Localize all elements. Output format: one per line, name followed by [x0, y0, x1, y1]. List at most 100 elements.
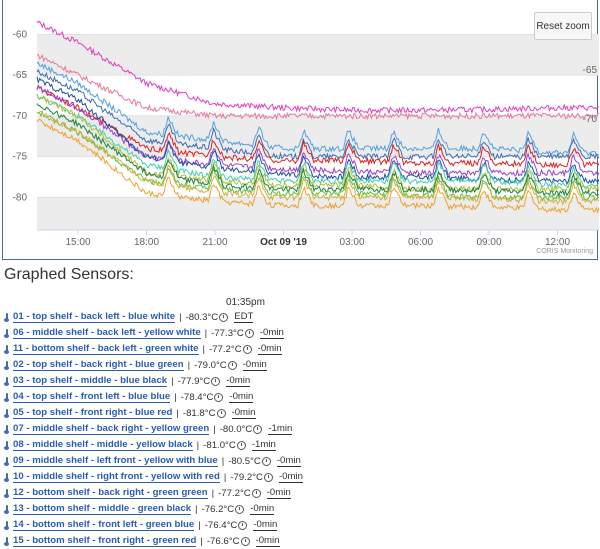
thermometer-icon — [4, 344, 9, 354]
sensor-value: -77.2°C — [218, 487, 251, 499]
sensor-row: 11 - bottom shelf - back left - green wh… — [4, 341, 600, 357]
x-tick-label: 21:00 — [202, 237, 227, 248]
separator: | — [176, 407, 179, 419]
separator: | — [200, 535, 203, 547]
sensor-age: -0min — [259, 327, 284, 339]
clock-icon — [251, 488, 261, 498]
series-line — [36, 94, 599, 194]
clock-icon — [216, 408, 226, 418]
thermometer-icon — [4, 376, 9, 386]
sensor-value: -81.8°C — [182, 407, 216, 419]
x-tick-label: 18:00 — [134, 237, 159, 248]
sensor-age: -0min — [278, 471, 303, 483]
sensor-value: -80.0°C — [219, 423, 253, 435]
clock-icon — [219, 312, 229, 322]
sensor-row: 09 - middle shelf - left front - yellow … — [4, 453, 600, 469]
x-tick-label: 03:00 — [339, 237, 364, 248]
sensor-age: EDT — [234, 311, 254, 323]
separator: | — [174, 391, 177, 403]
sensor-row: 04 - top shelf - front left - blue blue |… — [4, 389, 600, 405]
x-tick-label: Oct 09 '19 — [260, 237, 307, 248]
sensor-row: 13 - bottom shelf - middle - green black… — [4, 501, 600, 517]
y-tick-label: -75 — [13, 152, 28, 163]
sensor-age: -0min — [255, 535, 280, 547]
sensor-link[interactable]: 11 - bottom shelf - back left - green wh… — [13, 343, 199, 355]
clock-icon — [236, 440, 246, 450]
sensor-value: -78.4°C — [180, 391, 214, 403]
chart-credits[interactable]: CORIS Monitoring — [536, 248, 593, 255]
clock-icon — [244, 328, 254, 338]
sensor-link[interactable]: 12 - bottom shelf - back right - green g… — [13, 487, 208, 499]
separator: | — [223, 471, 227, 483]
sensor-link[interactable]: 04 - top shelf - front left - blue blue — [13, 391, 171, 403]
clock-icon — [253, 424, 263, 434]
sensor-row: 10 - middle shelf - right front - yellow… — [4, 469, 600, 485]
sensor-link[interactable]: 10 - middle shelf - right front - yellow… — [13, 471, 220, 483]
separator: | — [171, 375, 174, 387]
sensor-value: -76.2°C — [201, 503, 235, 515]
separator: | — [179, 311, 182, 323]
thermometer-icon — [4, 360, 9, 370]
sensor-row: 03 - top shelf - middle - blue black | -77… — [4, 373, 600, 389]
thermometer-icon — [4, 456, 9, 466]
sensor-value: -76.6°C — [206, 535, 240, 547]
sensor-row: 15 - bottom shelf - front right - green … — [4, 533, 600, 549]
separator: | — [195, 503, 198, 515]
separator: | — [221, 455, 225, 467]
sensor-value: -80.5°C — [228, 455, 261, 467]
x-tick-label: 06:00 — [408, 237, 433, 248]
x-tick-label: 15:00 — [65, 237, 90, 248]
thermometer-icon — [4, 440, 9, 450]
x-tick-label: 09:00 — [476, 237, 501, 248]
thermometer-icon — [4, 424, 9, 434]
sensor-value: -77.9°C — [177, 375, 211, 387]
series-line — [36, 20, 599, 115]
series-line — [36, 103, 599, 198]
sensor-age: -0min — [250, 503, 275, 515]
sensor-link[interactable]: 02 - top shelf - back right - blue green — [13, 359, 184, 371]
separator: | — [211, 487, 215, 499]
thermometer-icon — [4, 392, 9, 402]
separator: | — [196, 439, 200, 451]
sensor-link[interactable]: 01 - top shelf - back left - blue white — [13, 311, 176, 323]
graphed-sensors-heading: Graphed Sensors: — [4, 266, 134, 283]
thermometer-icon — [4, 520, 9, 530]
sensor-row: 06 - middle shelf - back left - yellow w… — [4, 325, 600, 341]
temperature-chart[interactable]: -60 -65 -70 -75 -80 -65 -70 15:00 18:00 21:00 Oct … — [2, 0, 599, 260]
sensor-link[interactable]: 14 - bottom shelf - front left - green b… — [13, 519, 195, 531]
series-line — [36, 84, 599, 170]
sensor-value: -77.2°C — [209, 343, 242, 355]
chart-svg[interactable]: -60 -65 -70 -75 -80 -65 -70 15:00 18:00 21:00 Oct … — [3, 0, 599, 260]
sensor-value: -80.3°C — [185, 311, 219, 323]
sensor-link[interactable]: 13 - bottom shelf - middle - green black — [13, 503, 192, 515]
series-line — [36, 61, 599, 157]
sensor-link[interactable]: 15 - bottom shelf - front right - green … — [13, 535, 197, 547]
sensor-link[interactable]: 06 - middle shelf - back left - yellow w… — [13, 327, 201, 339]
thermometer-icon — [4, 488, 9, 498]
sensor-link[interactable]: 07 - middle shelf - back right - yellow … — [13, 423, 210, 435]
y-right-label: -65 — [583, 65, 598, 76]
separator: | — [213, 423, 216, 435]
separator: | — [198, 519, 201, 531]
sensor-age: -0min — [276, 455, 301, 467]
series-line — [36, 84, 599, 178]
plot-band — [37, 115, 599, 157]
sensor-age: -1min — [251, 439, 276, 451]
sensor-row: 02 - top shelf - back right - blue green… — [4, 357, 600, 373]
sensor-link[interactable]: 05 - top shelf - front right - blue red — [13, 407, 173, 419]
sensor-link[interactable]: 09 - middle shelf - left front - yellow … — [13, 455, 218, 467]
reset-zoom-button[interactable]: Reset zoom — [534, 12, 592, 40]
y-tick-label: -70 — [13, 111, 28, 122]
clock-icon — [211, 376, 221, 386]
sensor-age: -0min — [266, 487, 291, 499]
sensor-link[interactable]: 03 - top shelf - middle - blue black — [13, 375, 168, 387]
sensor-row: 05 - top shelf - front right - blue red |… — [4, 405, 600, 421]
sensor-value: -81.0°C — [203, 439, 236, 451]
sensor-age: -0min — [229, 391, 254, 403]
thermometer-icon — [4, 536, 9, 546]
sensor-row: 01 - top shelf - back left - blue white |… — [4, 309, 600, 325]
sensor-age: -0min — [231, 407, 256, 419]
sensor-age: -0min — [253, 519, 278, 531]
sensor-link[interactable]: 08 - middle shelf - middle - yellow blac… — [13, 439, 193, 451]
plot-band — [37, 197, 599, 230]
